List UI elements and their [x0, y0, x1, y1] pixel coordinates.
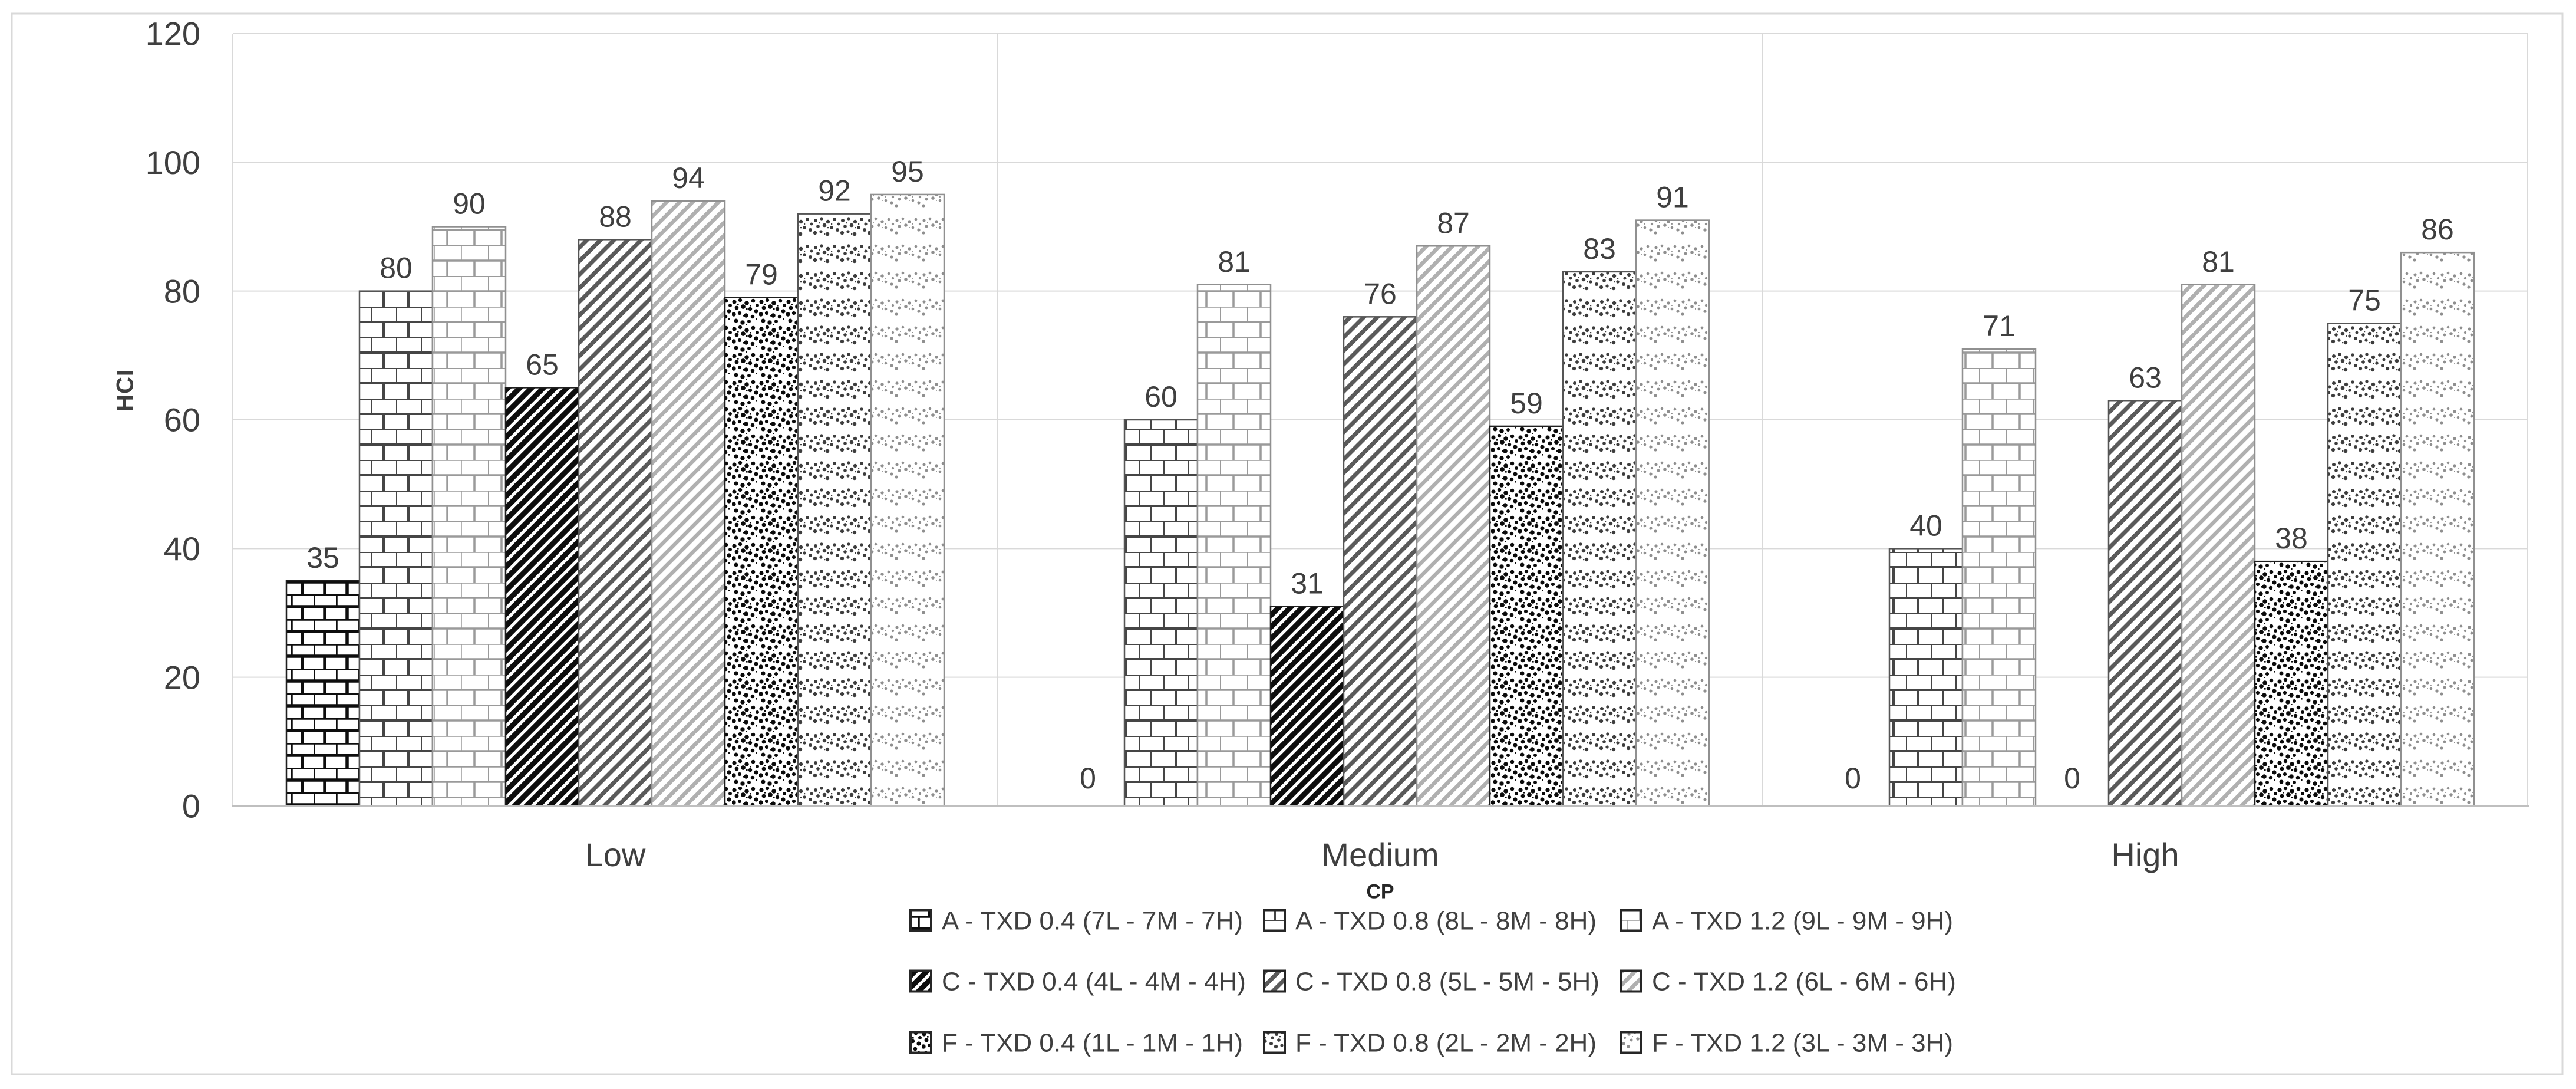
- bar-value-label: 76: [1364, 277, 1397, 310]
- bar-value-label-zero: 0: [1845, 762, 1861, 795]
- bar-value-label: 81: [1218, 245, 1251, 278]
- bar-medium-s1: [1123, 419, 1199, 807]
- y-tick-label-60: 60: [164, 402, 200, 439]
- y-tick-label-0: 0: [182, 788, 200, 825]
- legend-swatch-0: [909, 909, 932, 932]
- legend-swatch-3: [909, 969, 932, 993]
- bar-low-s1: [358, 290, 434, 807]
- legend-label-4: C - TXD 0.8 (5L - 5M - 5H): [1295, 967, 1599, 996]
- bar-low-s7: [797, 213, 872, 807]
- legend-swatch-8: [1620, 1031, 1642, 1054]
- bar-value-label: 86: [2421, 213, 2454, 246]
- bar-value-label: 88: [599, 200, 632, 233]
- bar-value-label: 87: [1437, 206, 1470, 239]
- legend-title: CP: [1366, 880, 1394, 903]
- bar-value-label: 63: [2129, 361, 2162, 394]
- bar-low-s5: [651, 200, 726, 807]
- bar-low-s4: [578, 239, 653, 807]
- bar-value-label: 65: [526, 348, 559, 381]
- bar-high-s7: [2327, 323, 2402, 807]
- bar-medium-s5: [1416, 245, 1491, 807]
- legend-label-5: C - TXD 1.2 (6L - 6M - 6H): [1652, 967, 1956, 996]
- bar-low-s2: [431, 226, 507, 807]
- chart-border: [11, 12, 2564, 1075]
- y-axis-title: HCI: [112, 369, 138, 412]
- legend-label-1: A - TXD 0.8 (8L - 8M - 8H): [1295, 906, 1597, 935]
- bar-value-label: 40: [1909, 509, 1942, 542]
- legend-swatch-4: [1263, 969, 1286, 993]
- bar-medium-s3: [1269, 606, 1345, 807]
- bar-high-s1: [1888, 548, 1964, 807]
- legend-label-7: F - TXD 0.8 (2L - 2M - 2H): [1295, 1028, 1597, 1057]
- y-tick-label-120: 120: [146, 15, 200, 52]
- legend-label-2: A - TXD 1.2 (9L - 9M - 9H): [1652, 906, 1953, 935]
- bar-low-s0: [285, 580, 361, 807]
- legend-label-6: F - TXD 0.4 (1L - 1M - 1H): [942, 1028, 1243, 1057]
- y-tick-label-80: 80: [164, 272, 200, 310]
- bar-value-label: 79: [745, 258, 778, 291]
- bar-value-label: 91: [1656, 181, 1689, 214]
- bar-low-s8: [870, 193, 945, 807]
- bar-value-label: 38: [2275, 522, 2308, 555]
- legend-swatch-1: [1263, 909, 1286, 932]
- bar-medium-s7: [1562, 271, 1637, 807]
- legend-label-8: F - TXD 1.2 (3L - 3M - 3H): [1652, 1028, 1953, 1057]
- bar-value-label: 90: [453, 187, 486, 221]
- bar-low-s6: [724, 297, 799, 807]
- y-tick-label-100: 100: [146, 144, 200, 181]
- y-tick-label-40: 40: [164, 530, 200, 567]
- bar-medium-s6: [1489, 425, 1564, 807]
- bar-value-label: 80: [380, 252, 413, 285]
- bar-high-s4: [2107, 400, 2183, 807]
- bar-low-s3: [504, 387, 580, 807]
- legend-swatch-2: [1620, 909, 1642, 932]
- bar-value-label: 83: [1583, 232, 1616, 265]
- bar-value-label-zero: 0: [1080, 762, 1096, 795]
- y-tick-label-20: 20: [164, 659, 200, 696]
- bar-value-label: 81: [2202, 245, 2235, 278]
- category-label-low: Low: [585, 836, 646, 873]
- legend-label-0: A - TXD 0.4 (7L - 7M - 7H): [942, 906, 1243, 935]
- bar-value-label: 71: [1983, 310, 2016, 343]
- category-label-high: High: [2111, 836, 2179, 873]
- bar-value-label: 92: [818, 175, 851, 208]
- bar-value-label: 60: [1144, 380, 1177, 413]
- bar-value-label: 31: [1291, 567, 1324, 600]
- bar-value-label: 75: [2348, 284, 2381, 317]
- bar-high-s6: [2254, 560, 2329, 807]
- bar-medium-s2: [1196, 284, 1272, 807]
- bar-value-label: 35: [306, 541, 339, 574]
- legend-swatch-6: [909, 1031, 932, 1054]
- bar-high-s5: [2181, 284, 2256, 807]
- bar-value-label: 94: [672, 162, 705, 195]
- legend-label-3: C - TXD 0.4 (4L - 4M - 4H): [942, 967, 1246, 996]
- bar-value-label-zero: 0: [2064, 762, 2080, 795]
- legend-swatch-7: [1263, 1031, 1286, 1054]
- bar-high-s8: [2400, 251, 2475, 807]
- bar-medium-s4: [1343, 316, 1418, 807]
- bar-value-label: 95: [891, 155, 924, 188]
- bar-high-s2: [1961, 348, 2037, 807]
- legend-swatch-5: [1620, 969, 1642, 993]
- bar-value-label: 59: [1510, 387, 1543, 420]
- bar-medium-s8: [1635, 219, 1710, 807]
- category-label-medium: Medium: [1321, 836, 1439, 873]
